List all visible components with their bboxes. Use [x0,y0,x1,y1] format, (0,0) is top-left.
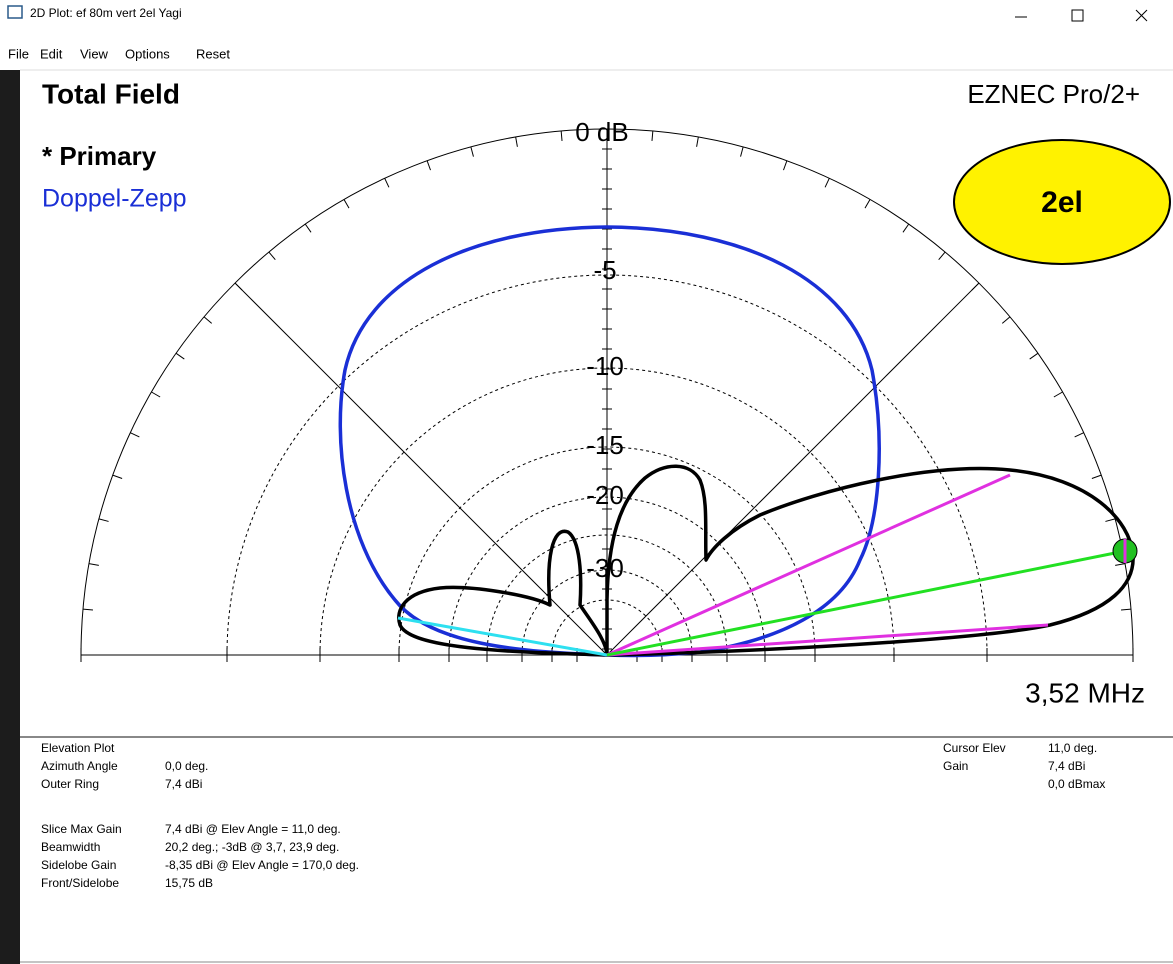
ring-labels: 0 dB -5 -10 -15 -20 -30 [575,117,629,583]
ring-label: -30 [586,553,624,583]
info-label: Azimuth Angle [41,759,118,773]
angle-tick [971,282,980,291]
maximize-button[interactable] [1071,9,1084,22]
angle-tick [1091,474,1102,479]
menu-item[interactable]: View [80,46,109,61]
info-label: Gain [943,759,968,773]
primary-pattern [397,464,1135,657]
angle-tick [560,130,563,142]
angle-tick [938,251,946,261]
angle-tick [384,178,390,188]
angle-tick [151,391,161,398]
angle-tick [1029,352,1039,360]
angle-tick [82,608,94,611]
angle-tick [1105,518,1116,522]
beamwidth-line [606,623,1049,657]
callout-text: 2el [1041,186,1083,219]
info-value: 7,4 dBi [165,777,202,791]
angle-tick [130,432,140,438]
info-value: 15,75 dB [165,876,213,890]
angle-tick [268,251,276,261]
angle-tick [1053,391,1063,398]
info-panel: Elevation Plot Azimuth Angle 0,0 deg. Outer… [41,741,1105,890]
info-value: 20,2 deg.; -3dB @ 3,7, 23,9 deg. [165,840,339,854]
info-label: Slice Max Gain [41,822,122,836]
angle-tick [740,146,744,157]
ring-label: -15 [586,430,624,460]
app-icon [7,5,23,19]
menu-item[interactable]: Reset [196,46,230,61]
angle-tick [470,146,474,157]
angle-tick [88,563,99,566]
angle-tick [824,178,830,188]
ring-label: -5 [593,255,616,285]
angle-tick [1120,608,1132,611]
ring-label: 0 dB [575,117,629,147]
left-border [0,70,20,964]
angle-tick [1115,563,1126,566]
beamwidth-line [606,473,1011,657]
info-label: Beamwidth [41,840,100,854]
info-label: Cursor Elev [943,741,1006,755]
callout [953,139,1171,265]
window-title: 2D Plot: ef 80m vert 2el Yagi [30,6,182,20]
menu-bar: File Edit View Options Reset [8,46,230,61]
angle-tick [783,160,788,171]
angle-tick [175,352,185,360]
radial-line [606,282,980,656]
frequency: 3,52 MHz [1025,677,1145,708]
angle-tick [343,199,350,209]
info-label: Front/Sidelobe [41,876,119,890]
angle-tick [651,130,654,142]
angle-tick [112,474,123,479]
close-button[interactable] [1135,9,1148,22]
info-value: 0,0 deg. [165,759,208,773]
cursor-line [606,549,1126,657]
legend-doppel-zepp: Doppel-Zepp [42,185,187,213]
menu-item[interactable]: Options [125,46,170,61]
radial-line [234,282,608,656]
legend-primary: * Primary [42,141,157,171]
angle-tick [304,223,312,233]
angle-tick [1074,432,1084,438]
angle-tick [902,223,910,233]
angle-tick [1001,316,1011,324]
sidelobe-line [397,616,608,657]
info-label: Elevation Plot [41,741,115,755]
info-label: Sidelobe Gain [41,858,116,872]
menu-item[interactable]: File [8,46,29,61]
info-label: Outer Ring [41,777,99,791]
brand: EZNEC Pro/2+ [967,79,1140,109]
info-value: 11,0 deg. [1048,741,1097,755]
info-value: 7,4 dBi [1048,759,1085,773]
info-value: -8,35 dBi @ Elev Angle = 170,0 deg. [165,858,359,872]
angle-tick [696,136,699,147]
angle-tick [864,199,871,209]
angle-tick [203,316,213,324]
angle-tick [426,160,431,171]
menu-item[interactable]: Edit [40,46,63,61]
plot-title: Total Field [42,78,180,109]
info-value: 0,0 dBmax [1048,777,1105,791]
ring-label: -10 [586,351,624,381]
info-value: 7,4 dBi @ Elev Angle = 11,0 deg. [165,822,341,836]
angle-tick [234,282,243,291]
angle-tick [515,136,518,147]
doppel-zepp-pattern [338,225,881,658]
angle-tick [98,518,109,522]
ring-label: -20 [586,480,624,510]
